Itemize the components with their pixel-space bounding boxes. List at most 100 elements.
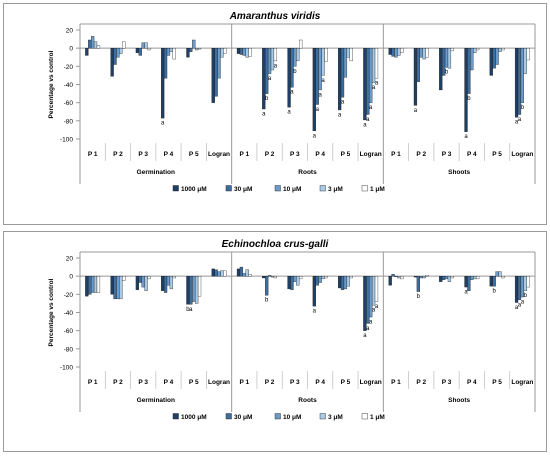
bar-germination-p-4-1000-m <box>161 275 165 291</box>
significance-label: a <box>316 107 320 113</box>
significance-label: a <box>338 112 342 118</box>
bar-roots-p-2-10-m <box>267 47 272 74</box>
bar-shoots-logran-1000-m <box>514 47 519 118</box>
bar-shoots-logran-1000-m <box>514 275 519 303</box>
y-tick-label: 20 <box>66 28 74 35</box>
bar-germination-p-4-30-m <box>163 47 168 79</box>
bar-germination-logran-10-m <box>217 271 221 277</box>
bar-germination-p-5-30-m <box>189 47 193 52</box>
significance-label: a <box>313 309 317 315</box>
bar-roots-logran-1-m <box>374 47 379 79</box>
bar-germination-logran-1000-m <box>211 268 215 277</box>
bar-germination-p-3-10-m <box>141 275 145 288</box>
bar-roots-p-4-1000-m <box>312 275 316 307</box>
bar-shoots-p-3-10-m <box>444 275 449 280</box>
bar-germination-p-1-10-m <box>91 36 95 49</box>
bar-germination-p-5-3-m <box>195 47 199 51</box>
legend-label-3-m: 3 μM <box>328 414 343 421</box>
bar-shoots-p-2-1000-m <box>413 47 418 106</box>
significance-label: a <box>274 63 278 69</box>
bar-roots-p-5-30-m <box>340 275 345 290</box>
bar-germination-p-3-3-m <box>144 275 148 291</box>
significance-label: a <box>515 120 519 126</box>
bar-germination-p-1-30-m <box>88 39 92 49</box>
y-tick-label: -100 <box>60 365 73 372</box>
bar-germination-logran-10-m <box>217 47 221 79</box>
bar-shoots-logran-1-m <box>526 275 530 288</box>
bar-shoots-p-5-1000-m <box>489 47 493 76</box>
bar-germination-p-5-1000-m <box>186 275 190 305</box>
bar-roots-p-1-10-m <box>242 47 246 56</box>
bar-roots-logran-1000-m <box>363 47 367 121</box>
legend-swatch-1-m <box>361 185 368 192</box>
significance-label: a <box>161 121 165 127</box>
bar-roots-p-1-30-m <box>239 47 244 55</box>
category-label: P 3 <box>290 151 300 158</box>
category-label: Logran <box>360 151 382 158</box>
bar-shoots-p-1-10-m <box>394 47 398 58</box>
bar-roots-p-3-3-m <box>296 275 300 286</box>
bar-roots-p-1-10-m <box>242 273 246 277</box>
bar-roots-p-3-10-m <box>293 275 297 282</box>
significance-label: b <box>265 96 269 102</box>
echinochloa-chart: Echinochloa crus-galli 20 0 -20 -40 -60 -80 -10… <box>48 239 536 421</box>
bar-germination-p-3-3-m <box>144 42 148 49</box>
legend-label-30-m: 30 μM <box>234 414 252 421</box>
bar-roots-logran-1000-m <box>363 275 367 331</box>
legend-label-10-m: 10 μM <box>283 414 301 421</box>
bar-germination-p-5-1-m <box>197 47 202 50</box>
category-label: P 2 <box>113 379 123 386</box>
bar-germination-p-5-3-m <box>195 275 199 304</box>
category-label: P 5 <box>492 379 502 386</box>
bar-shoots-logran-30-m <box>517 275 522 300</box>
legend-swatch-10-m <box>274 185 281 192</box>
bar-roots-p-5-1-m <box>349 47 353 62</box>
bar-germination-p-2-1-m <box>122 41 126 49</box>
significance-label: a <box>321 78 325 84</box>
bar-roots-p-3-10-m <box>293 47 297 67</box>
category-label: Logran <box>208 151 230 158</box>
bar-germination-logran-1-m <box>223 47 227 54</box>
significance-label: a <box>414 108 418 114</box>
category-label: Logran <box>511 379 533 386</box>
bar-shoots-p-4-10-m <box>470 47 474 71</box>
significance-label: a <box>518 302 522 308</box>
significance-label: a <box>372 85 376 91</box>
bar-shoots-p-5-1000-m <box>489 275 493 287</box>
category-label: P 4 <box>315 379 325 386</box>
legend-label-1000-m: 1000 μM <box>181 186 207 193</box>
bar-germination-p-5-10-m <box>192 275 196 302</box>
y-tick-label: -40 <box>64 82 74 89</box>
bar-germination-p-2-1000-m <box>110 275 114 295</box>
bar-shoots-p-3-30-m <box>442 275 446 280</box>
bar-roots-logran-10-m <box>369 47 373 103</box>
bar-germination-p-3-1000-m <box>135 47 140 53</box>
y-tick-label: -40 <box>64 310 74 317</box>
amaranthus-chart-panel: Amaranthus viridis 20 0 -20 -40 -60 -80 -100 Per… <box>3 3 547 225</box>
bar-germination-p-4-1000-m <box>161 47 165 119</box>
bar-roots-p-1-30-m <box>239 266 244 277</box>
bar-germination-p-3-30-m <box>138 275 142 283</box>
bar-shoots-p-1-1-m <box>400 47 404 53</box>
bar-germination-p-1-1000-m <box>85 275 89 297</box>
bar-shoots-logran-1-m <box>526 47 530 61</box>
significance-label: a <box>290 90 294 96</box>
bar-shoots-p-2-3-m <box>422 47 426 60</box>
bar-shoots-p-4-3-m <box>473 47 477 53</box>
significance-label: b <box>293 69 297 75</box>
bar-roots-p-1-3-m <box>245 47 249 58</box>
echinochloa-chart-panel: Echinochloa crus-galli 20 0 -20 -40 -60 -80 -10… <box>3 231 547 452</box>
bar-germination-p-1-1-m <box>96 45 101 49</box>
bar-roots-p-1-1000-m <box>236 47 241 54</box>
bar-roots-p-3-30-m <box>290 47 294 88</box>
bar-germination-p-3-1000-m <box>135 275 140 290</box>
category-label: P 1 <box>239 379 249 386</box>
group-label-shoots: Shoots <box>448 397 470 404</box>
group-label-roots: Roots <box>298 169 317 176</box>
significance-label: a <box>318 92 322 98</box>
bar-shoots-p-3-10-m <box>444 47 449 68</box>
significance-label: a <box>313 133 317 139</box>
bar-shoots-p-1-3-m <box>397 47 401 56</box>
y-tick-label: -60 <box>64 328 74 335</box>
bar-germination-p-5-1-m <box>197 275 202 297</box>
